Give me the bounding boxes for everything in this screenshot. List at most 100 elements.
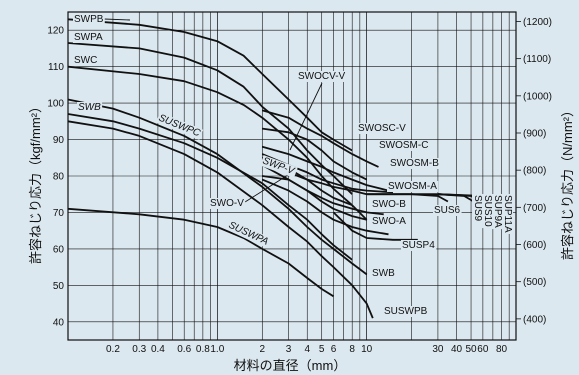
label-suswpa-bg — [225, 219, 272, 249]
label-sus6: SUS6 — [434, 205, 461, 216]
series-line-suswpa — [67, 207, 334, 298]
x-tick-label: 6 — [331, 344, 337, 355]
label-swosc-v-bg — [357, 123, 408, 134]
x-tick-label: 0.8 — [196, 344, 210, 355]
series-line-sus6 — [366, 193, 449, 203]
label-swb-lower: SWB — [372, 268, 395, 279]
label-swc-bg — [73, 55, 99, 66]
label-swo-b: SWO-B — [372, 199, 406, 210]
label-swosm-c-bg — [378, 140, 430, 151]
series-line-suswpc — [67, 113, 353, 261]
label-swosc-v: SWOSC-V — [358, 123, 406, 134]
label-swpb-pointer — [103, 18, 131, 21]
y-tick-label-right: (1100) — [523, 54, 551, 65]
label-swb-lower-bg — [371, 268, 397, 279]
series-line-swosc-v — [262, 109, 379, 168]
series-line-swosm-c — [262, 145, 389, 192]
x-tick-label: 4 — [304, 344, 310, 355]
y-tick-label: 60 — [53, 244, 65, 255]
series-line-swo-b — [261, 164, 384, 216]
x-tick-label: 5 — [319, 344, 325, 355]
label-swo-v-pointer — [244, 174, 289, 203]
label-swpa-bg — [73, 32, 105, 43]
series-line-swb — [67, 98, 368, 276]
y-tick-label-right: (800) — [523, 166, 546, 177]
label-sup9a: SUP9A — [492, 195, 503, 228]
y-tick-label: 110 — [48, 62, 64, 73]
y-tick-label-right: (600) — [523, 240, 546, 251]
label-swosm-b: SWOSM-B — [390, 158, 439, 169]
label-swocv-v-bg — [297, 71, 347, 82]
y-tick-label-right: (900) — [523, 128, 546, 139]
y-tick-label: 120 — [47, 26, 64, 37]
label-suswpb: SUSWPB — [384, 306, 428, 317]
label-swo-v-bg — [209, 198, 246, 209]
series-line-swpb — [67, 18, 353, 152]
label-swosm-a: SWOSM-A — [388, 181, 437, 192]
series-line-swocv-v — [262, 127, 368, 181]
x-tick-label: 0.4 — [151, 344, 165, 355]
y-tick-label: 100 — [47, 99, 64, 110]
label-sus10-bg — [482, 194, 493, 229]
y-tick-label-right: (400) — [523, 314, 546, 325]
y-tick-label-right: (700) — [523, 203, 546, 214]
label-swosm-a-bg — [387, 181, 439, 192]
x-tick-label: 2 — [260, 344, 266, 355]
y-tick-label-right: (500) — [523, 277, 546, 288]
x-tick-label: 60 — [477, 344, 489, 355]
label-sus6-bg — [433, 205, 462, 216]
x-tick-label: 8 — [349, 344, 355, 355]
label-sus10: SUS10 — [482, 195, 493, 227]
label-swosm-c: SWOSM-C — [379, 140, 428, 151]
x-tick-label: 1.0 — [210, 344, 224, 355]
x-tick-label: 50 — [465, 344, 477, 355]
y-axis-title-right: 許容ねじり応力（N/mm²） — [560, 104, 575, 260]
series-line-swc — [67, 65, 368, 221]
tick-labels: 0.2 0.3 0.4 0.6 0.8 1.0 2 3 4 5 6 8 10 30 40 50 60 804050… — [47, 17, 552, 355]
y-tick-label: 40 — [53, 317, 65, 328]
label-sus9-bg — [472, 194, 483, 223]
y-tick-label-right: (1000) — [523, 91, 552, 102]
y-tick-label: 80 — [53, 172, 65, 183]
label-swp-v-bg — [260, 155, 298, 178]
label-swpa: SWPA — [74, 32, 103, 43]
label-swpb-bg — [73, 14, 105, 25]
x-tick-label: 10 — [361, 344, 373, 355]
label-swosm-b-bg — [389, 158, 441, 169]
series-line-suswpb — [67, 120, 374, 319]
label-swocv-v: SWOCV-V — [298, 71, 346, 82]
label-swo-a-bg — [371, 216, 408, 227]
x-axis-title: 材料の直径（mm） — [234, 358, 347, 373]
label-sup9a-bg — [492, 194, 503, 230]
y-axis-title: 許容ねじり応力（kgf/mm²） — [28, 100, 43, 264]
pointer-lines — [103, 18, 323, 203]
label-swocv-v-pointer — [289, 82, 323, 151]
label-swpb: SWPB — [74, 14, 104, 25]
label-swb-bg — [77, 102, 103, 113]
x-tick-label: 0.3 — [132, 344, 146, 355]
label-sup11a-bg — [502, 194, 513, 234]
x-tick-label: 0.6 — [177, 344, 191, 355]
y-tick-label-right: (1200) — [523, 17, 552, 28]
label-suswpb-bg — [383, 306, 429, 317]
label-swo-b-bg — [371, 199, 408, 210]
label-swo-a: SWO-A — [372, 216, 406, 227]
y-tick-label: 90 — [53, 135, 65, 146]
y-tick-label: 50 — [53, 281, 65, 292]
label-swb: SWB — [78, 102, 101, 113]
label-sus9: SUS9 — [472, 195, 483, 222]
label-swc: SWC — [74, 55, 97, 66]
x-tick-label: 0.2 — [106, 344, 120, 355]
label-suswpc-bg — [155, 112, 204, 140]
series-line-swo-a — [261, 178, 389, 236]
x-tick-label: 3 — [286, 344, 292, 355]
y-tick-label: 70 — [53, 208, 65, 219]
label-susp4: SUSP4 — [402, 240, 435, 251]
x-tick-label: 30 — [432, 344, 444, 355]
x-tick-label: 80 — [496, 344, 508, 355]
x-tick-label: 40 — [451, 344, 463, 355]
series-line-susp4 — [332, 211, 418, 241]
label-susp4-bg — [401, 240, 437, 251]
label-sup11a: SUP11A — [502, 195, 513, 233]
